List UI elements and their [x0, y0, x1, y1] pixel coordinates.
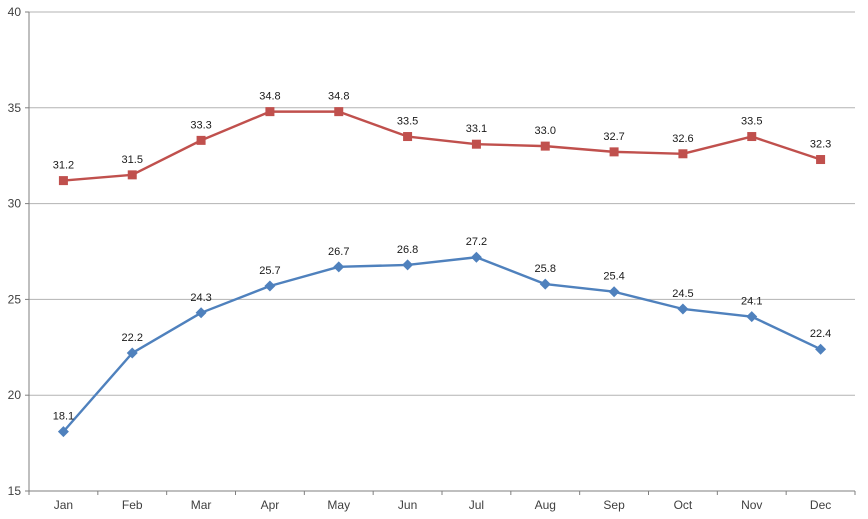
- blue-series-data-label: 26.8: [397, 244, 418, 256]
- red-series-data-label: 31.5: [122, 154, 143, 166]
- blue-series-data-label: 24.5: [672, 288, 693, 300]
- blue-series-data-label: 26.7: [328, 246, 349, 258]
- blue-series-data-label: 25.8: [535, 263, 556, 275]
- red-series-marker: [747, 132, 757, 142]
- blue-series-marker: [333, 261, 345, 273]
- red-series-marker: [265, 107, 275, 117]
- y-tick-label: 35: [8, 101, 22, 115]
- red-series-marker: [127, 170, 137, 180]
- y-tick-label: 25: [8, 292, 22, 306]
- red-series-marker: [196, 135, 206, 145]
- red-series-data-label: 34.8: [259, 91, 280, 103]
- blue-series-marker: [746, 311, 758, 323]
- red-series-data-label: 32.3: [810, 139, 831, 151]
- red-series-marker: [471, 139, 481, 149]
- x-tick-label: Oct: [674, 498, 693, 512]
- blue-series-marker: [402, 259, 414, 271]
- blue-series-marker: [195, 307, 207, 319]
- blue-series-line: [62, 256, 822, 433]
- y-tick-label: 20: [8, 388, 22, 402]
- blue-series-data-label: 18.1: [53, 411, 74, 423]
- blue-series-data-label: 22.2: [122, 332, 143, 344]
- red-series-line: [62, 110, 822, 182]
- blue-series-data-label: 27.2: [466, 236, 487, 248]
- blue-series-data-label: 24.1: [741, 296, 762, 308]
- blue-series-marker: [539, 278, 551, 290]
- blue-series-data-label: 25.4: [603, 271, 624, 283]
- red-series-data-label: 33.0: [535, 125, 556, 137]
- red-series-marker: [609, 147, 619, 157]
- x-tick-label: Nov: [741, 498, 762, 512]
- red-series-marker: [678, 149, 688, 159]
- red-series-marker: [334, 107, 344, 117]
- x-tick-label: May: [327, 498, 350, 512]
- red-series-data-label: 32.6: [672, 133, 693, 145]
- blue-series-marker: [57, 426, 69, 438]
- red-series-marker: [58, 176, 68, 186]
- red-series-data-label: 34.8: [328, 91, 349, 103]
- red-series-marker: [816, 155, 826, 165]
- red-series-data-label: 31.2: [53, 160, 74, 172]
- x-tick-label: Apr: [261, 498, 280, 512]
- x-tick-label: Jun: [398, 498, 417, 512]
- x-tick-label: Aug: [535, 498, 556, 512]
- red-series-data-label: 33.3: [190, 119, 211, 131]
- y-tick-label: 15: [8, 484, 22, 498]
- y-tick-label: 40: [8, 5, 22, 19]
- x-tick-label: Jan: [54, 498, 73, 512]
- blue-series-marker: [608, 286, 620, 298]
- blue-series-data-label: 25.7: [259, 265, 280, 277]
- red-series-data-label: 33.5: [741, 116, 762, 128]
- red-series-marker: [540, 141, 550, 151]
- blue-series-marker: [815, 343, 827, 355]
- blue-series-data-label: 22.4: [810, 328, 831, 340]
- blue-series-marker: [264, 280, 276, 292]
- x-tick-label: Jul: [469, 498, 484, 512]
- y-tick-label: 30: [8, 197, 22, 211]
- blue-series-marker: [470, 251, 482, 263]
- red-series-data-label: 32.7: [603, 131, 624, 143]
- x-tick-label: Mar: [191, 498, 212, 512]
- blue-series-marker: [677, 303, 689, 315]
- x-tick-label: Feb: [122, 498, 143, 512]
- red-series-data-label: 33.5: [397, 116, 418, 128]
- blue-series-marker: [126, 347, 138, 359]
- x-tick-label: Sep: [603, 498, 625, 512]
- red-series-marker: [403, 132, 413, 142]
- x-tick-label: Dec: [810, 498, 831, 512]
- red-series-data-label: 33.1: [466, 123, 487, 135]
- blue-series-data-label: 24.3: [190, 292, 211, 304]
